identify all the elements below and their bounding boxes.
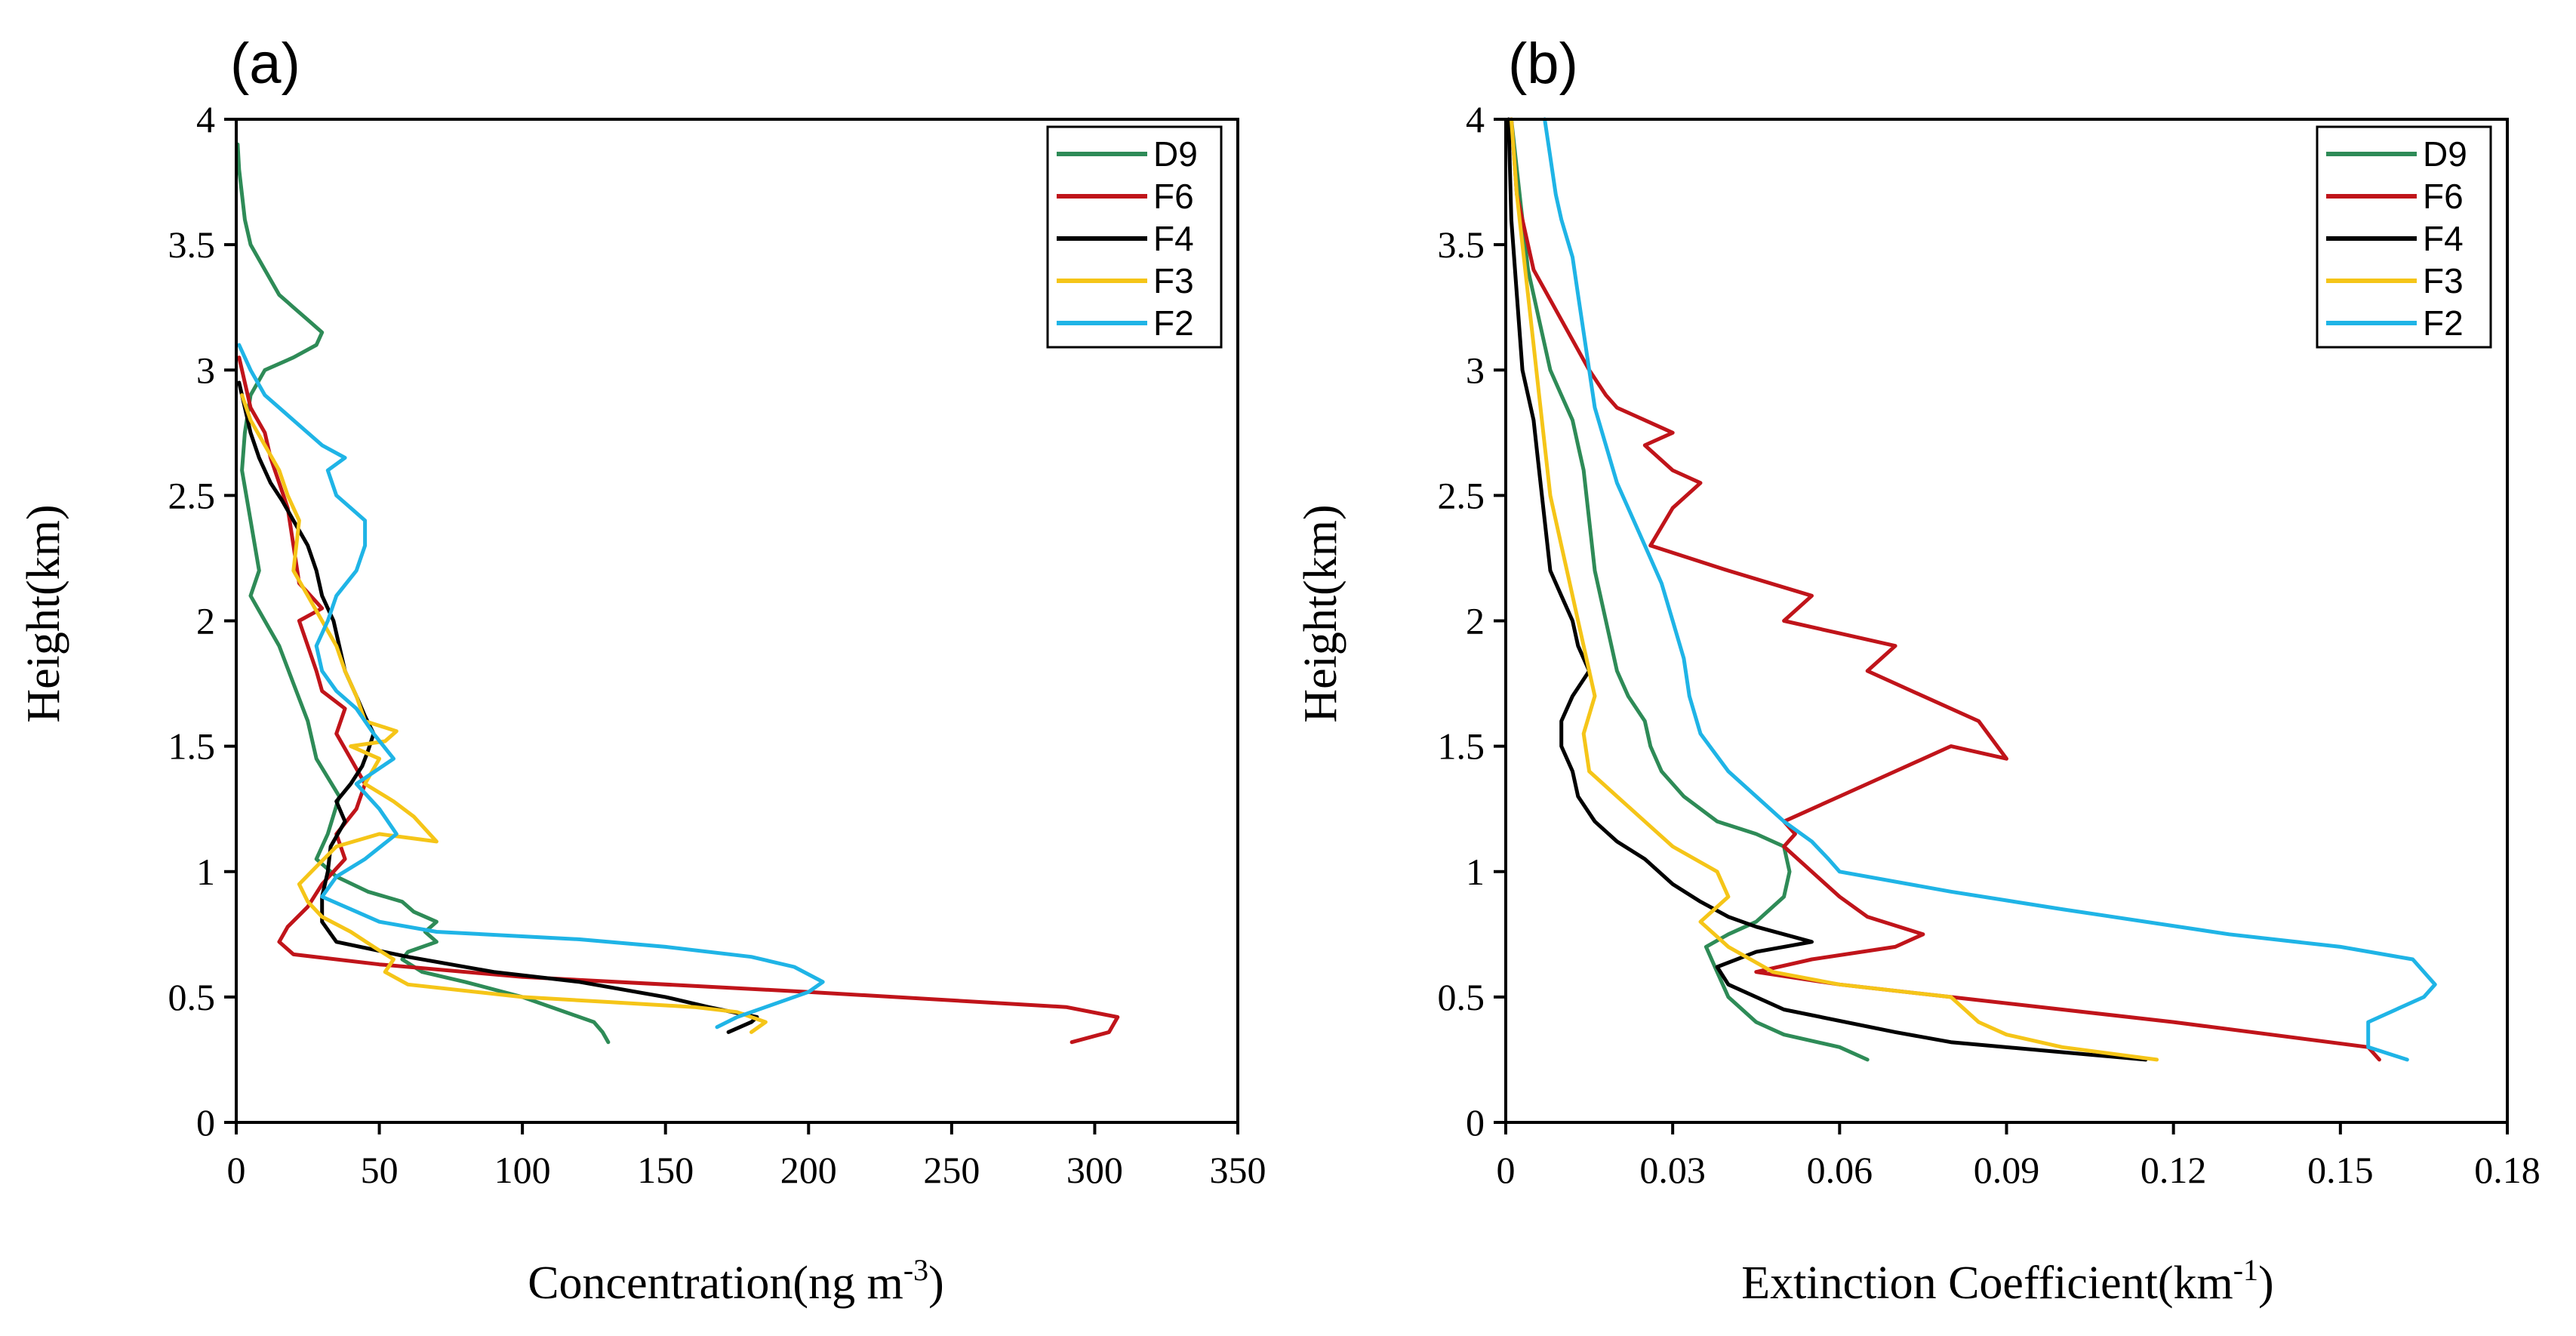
y-tick-label-a-4: 2 (196, 600, 215, 642)
series-line-b-d9 (1509, 117, 1870, 1062)
y-tick-label-a-6: 3 (196, 349, 215, 391)
x-axis-title-b-sup: -1 (2233, 1253, 2258, 1287)
x-tick-label-b-0: 0 (1497, 1149, 1516, 1191)
x-tick-label-b-5: 0.15 (2307, 1149, 2374, 1191)
y-tick-label-b-5: 2.5 (1438, 474, 1485, 516)
y-tick-label-b-8: 4 (1466, 98, 1485, 140)
panel-a: (a) 0 50 100 150 200 250 300 350 0 0.5 1 1.5 2 2.5 3 3.… (18, 32, 1266, 1309)
x-tick-label-b-3: 0.09 (1974, 1149, 2040, 1191)
y-tick-label-b-4: 2 (1466, 600, 1485, 642)
series-line-b-f6 (1509, 117, 2381, 1062)
series-line-b-f3 (1509, 117, 2159, 1062)
panel-label-b: (b) (1508, 32, 1578, 96)
y-tick-label-a-3: 1.5 (168, 725, 216, 768)
x-tick-label-a-3: 150 (637, 1149, 694, 1191)
series-line-a-f4 (237, 380, 759, 1034)
panel-b: (b) 0 0.03 0.06 0.09 0.12 0.15 0.18 0 0.5 1 1.5 2 2.… (1295, 32, 2541, 1309)
x-tick-label-b-4: 0.12 (2141, 1149, 2207, 1191)
panel-label-a: (a) (230, 32, 300, 96)
y-tick-label-a-0: 0 (196, 1101, 215, 1144)
x-axis-title-b-end: ) (2258, 1258, 2274, 1309)
x-tick-label-b-6: 0.18 (2474, 1149, 2541, 1191)
x-tick-label-a-6: 300 (1066, 1149, 1123, 1191)
y-tick-label-b-3: 1.5 (1438, 725, 1485, 768)
series-line-b-f4 (1507, 117, 2148, 1062)
legend-label-a-d9: D9 (1153, 134, 1198, 174)
legend-label-a-f6: F6 (1153, 177, 1194, 216)
y-tick-label-a-1: 0.5 (168, 976, 216, 1018)
x-tick-label-b-1: 0.03 (1639, 1149, 1706, 1191)
x-tick-label-a-0: 0 (227, 1149, 246, 1191)
y-tick-label-a-2: 1 (196, 851, 215, 893)
series-line-a-f3 (240, 393, 768, 1034)
x-axis-title-b-main: Extinction Coefficient(km (1741, 1258, 2233, 1309)
x-axis-title-a: Concentration(ng m-3) (528, 1253, 944, 1309)
y-axis-title-a: Height(km) (18, 504, 69, 722)
y-tick-label-b-6: 3 (1466, 349, 1485, 391)
y-tick-label-b-0: 0 (1466, 1101, 1485, 1144)
series-line-a-d9 (235, 142, 611, 1045)
x-axis-title-a-end: ) (928, 1258, 944, 1309)
x-tick-label-a-2: 100 (494, 1149, 551, 1191)
legend-label-b-f3: F3 (2423, 261, 2464, 300)
y-tick-label-b-7: 3.5 (1438, 223, 1485, 266)
series-layer-b (1507, 117, 2437, 1062)
series-layer-a (235, 142, 1120, 1045)
x-axis-title-a-sup: -3 (903, 1253, 928, 1287)
x-axis-title-b: Extinction Coefficient(km-1) (1741, 1253, 2273, 1309)
x-tick-label-a-1: 50 (361, 1149, 399, 1191)
x-tick-label-b-2: 0.06 (1807, 1149, 1873, 1191)
y-tick-label-a-5: 2.5 (168, 474, 216, 516)
legend-label-b-d9: D9 (2423, 134, 2467, 174)
series-line-b-f2 (1543, 117, 2437, 1062)
series-line-a-f6 (237, 356, 1120, 1045)
y-tick-label-a-7: 3.5 (168, 223, 216, 266)
x-tick-label-a-7: 350 (1210, 1149, 1266, 1191)
x-axis-title-a-main: Concentration(ng m (528, 1258, 903, 1309)
y-tick-label-b-1: 0.5 (1438, 976, 1485, 1018)
legend-label-a-f3: F3 (1153, 261, 1194, 300)
legend-label-b-f4: F4 (2423, 219, 2464, 258)
ticks-a: 0 50 100 150 200 250 300 350 0 0.5 1 1.5 2 2.5 3 3.5 4 (168, 98, 1266, 1191)
y-axis-title-b: Height(km) (1295, 504, 1346, 722)
legend-label-a-f2: F2 (1153, 303, 1194, 343)
legend-label-a-f4: F4 (1153, 219, 1194, 258)
y-tick-label-a-8: 4 (196, 98, 215, 140)
series-line-a-f2 (237, 343, 825, 1030)
x-tick-label-a-4: 200 (780, 1149, 837, 1191)
legend-label-b-f2: F2 (2423, 303, 2464, 343)
y-tick-label-b-2: 1 (1466, 851, 1485, 893)
legend-label-b-f6: F6 (2423, 177, 2464, 216)
ticks-b: 0 0.03 0.06 0.09 0.12 0.15 0.18 0 0.5 1 1.5 2 2.5 3 3.… (1438, 98, 2541, 1191)
x-tick-label-a-5: 250 (923, 1149, 980, 1191)
